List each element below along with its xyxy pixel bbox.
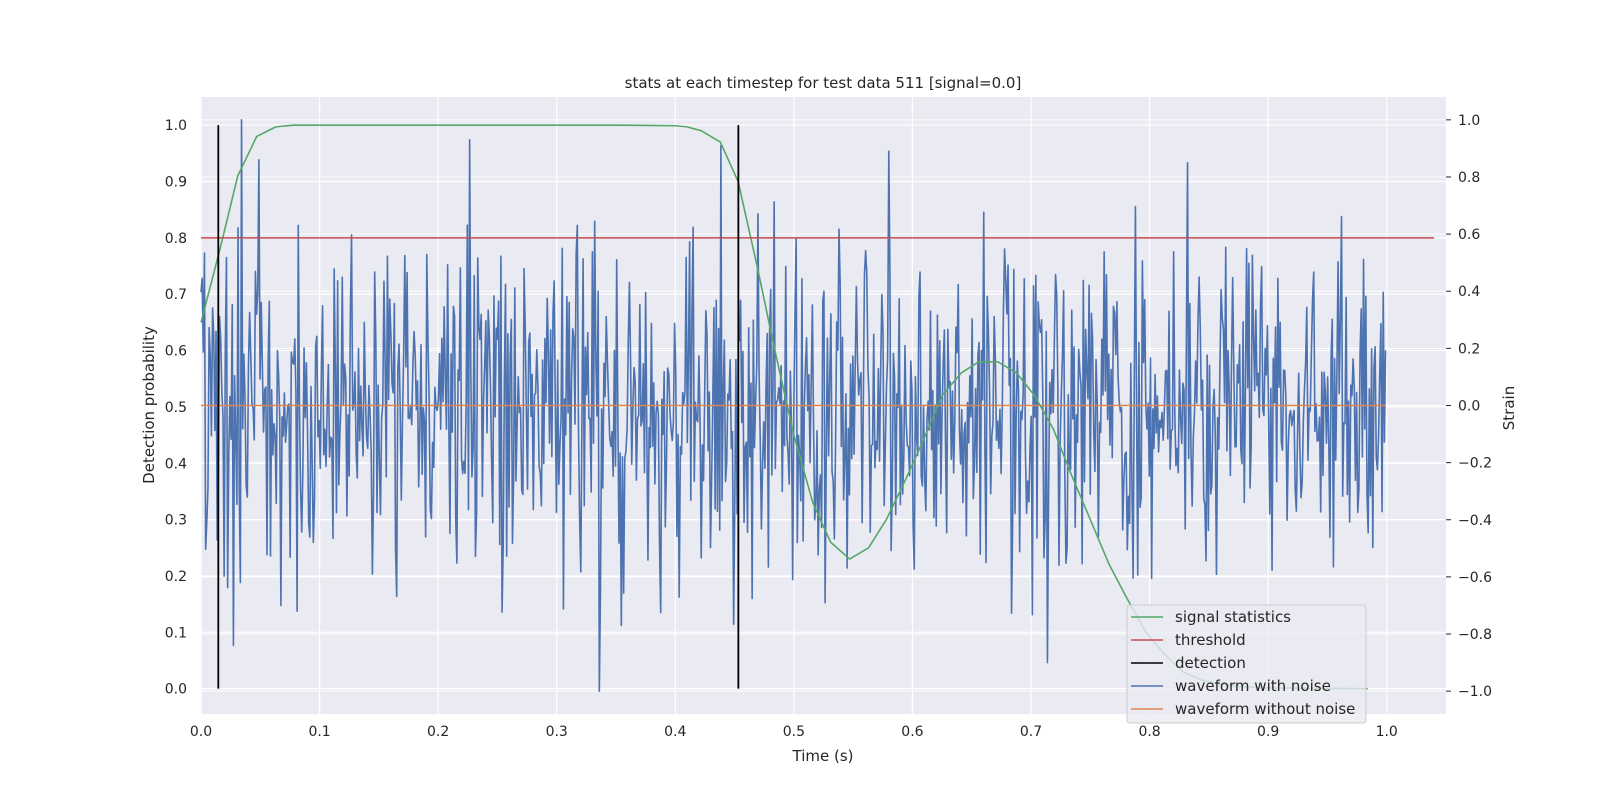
x-tick-label: 0.5 bbox=[783, 724, 805, 740]
y-tick-label: 0.5 bbox=[165, 400, 187, 416]
legend-label-threshold: threshold bbox=[1175, 631, 1246, 649]
y-tick-label: 0.4 bbox=[165, 456, 187, 472]
y-tick-label: 0.1 bbox=[165, 625, 187, 641]
y-tick-label: 0.8 bbox=[165, 231, 187, 247]
waveform-noisy-line bbox=[200, 119, 1387, 692]
x-tick-label: 0.8 bbox=[1138, 724, 1160, 740]
y-axis-label: Detection probability bbox=[140, 326, 158, 484]
legend-box bbox=[1126, 604, 1367, 724]
x-tick-label: 0.2 bbox=[427, 724, 449, 740]
y2-ticks: −1.0 −0.8 −0.6 −0.4 −0.2 0.0 0.2 0.4 0.6 0.8 1.0 bbox=[1446, 113, 1492, 700]
legend-label-clean: waveform without noise bbox=[1175, 700, 1355, 718]
y-tick-label: 0.7 bbox=[165, 287, 187, 303]
legend-label-noisy: waveform with noise bbox=[1175, 677, 1331, 695]
x-tick-label: 0.7 bbox=[1020, 724, 1042, 740]
x-axis-label: Time (s) bbox=[792, 747, 854, 765]
legend: signal statistics threshold detection wa… bbox=[1126, 604, 1367, 724]
y-tick-label: 0.0 bbox=[165, 682, 187, 698]
x-tick-label: 1.0 bbox=[1376, 724, 1398, 740]
y2-axis-label: Strain bbox=[1500, 386, 1518, 430]
y2-tick-label: 0.2 bbox=[1458, 341, 1480, 357]
y2-tick-label: 0.8 bbox=[1458, 170, 1480, 186]
y2-tick-label: −0.8 bbox=[1458, 627, 1492, 643]
x-tick-label: 0.0 bbox=[190, 724, 212, 740]
series-layer bbox=[200, 119, 1435, 692]
chart-title: stats at each timestep for test data 511… bbox=[625, 74, 1022, 92]
x-tick-label: 0.3 bbox=[546, 724, 568, 740]
y-tick-label: 0.6 bbox=[165, 344, 187, 360]
y-tick-label: 0.2 bbox=[165, 569, 187, 585]
y2-tick-label: −1.0 bbox=[1458, 684, 1492, 700]
y-tick-label: 0.3 bbox=[165, 513, 187, 529]
y2-tick-label: 0.0 bbox=[1458, 399, 1480, 415]
x-tick-label: 0.6 bbox=[901, 724, 923, 740]
y2-tick-label: −0.4 bbox=[1458, 513, 1492, 529]
legend-label-detection: detection bbox=[1175, 654, 1246, 672]
y2-tick-label: −0.2 bbox=[1458, 456, 1492, 472]
y2-tick-label: 0.6 bbox=[1458, 227, 1480, 243]
x-tick-label: 0.9 bbox=[1257, 724, 1279, 740]
y-tick-label: 0.9 bbox=[165, 175, 187, 191]
y-ticks: 0.0 0.1 0.2 0.3 0.4 0.5 0.6 0.7 0.8 0.9 1.0 bbox=[165, 118, 187, 697]
y2-tick-label: −0.6 bbox=[1458, 570, 1492, 586]
x-tick-label: 0.4 bbox=[664, 724, 686, 740]
y-tick-label: 1.0 bbox=[165, 118, 187, 134]
x-ticks: 0.0 0.1 0.2 0.3 0.4 0.5 0.6 0.7 0.8 0.9 1.0 bbox=[190, 724, 1398, 740]
x-tick-label: 0.1 bbox=[308, 724, 330, 740]
legend-label-signal: signal statistics bbox=[1175, 608, 1291, 626]
y2-tick-label: 1.0 bbox=[1458, 113, 1480, 129]
y2-tick-label: 0.4 bbox=[1458, 284, 1480, 300]
